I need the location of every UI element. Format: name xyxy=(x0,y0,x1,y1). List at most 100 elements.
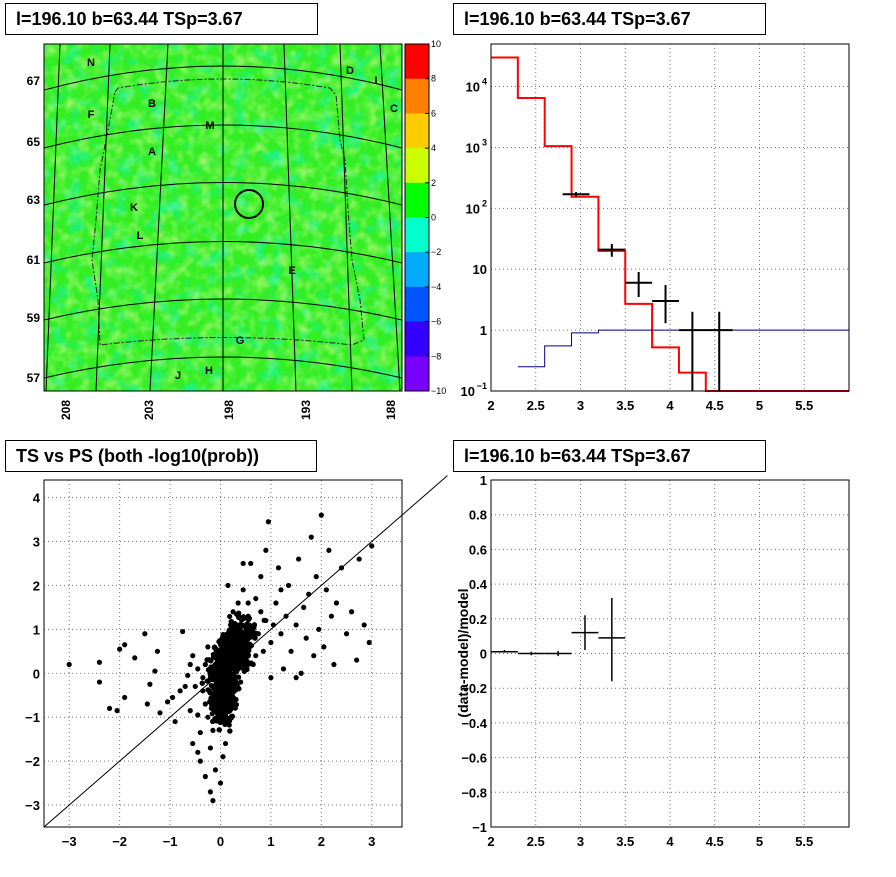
scatter-point xyxy=(318,512,324,518)
map-field-label: A xyxy=(148,146,156,158)
spectrum-x-ticks: 2 2.5 3 3.5 4 4.5 5 5.5 xyxy=(487,398,813,413)
spectrum-grid xyxy=(491,44,849,391)
scatter-point xyxy=(224,655,230,661)
scatter-point xyxy=(212,692,219,698)
scatter-point xyxy=(207,789,213,795)
scatter-point xyxy=(235,600,241,606)
map-lat-tick-label: 63 xyxy=(27,193,41,207)
scatter-point xyxy=(96,659,103,665)
scatter-point xyxy=(366,639,372,646)
spectrum-y-tick-label: 10 xyxy=(466,80,480,95)
scatter-y-tick-label: 4 xyxy=(33,491,41,506)
map-field-label: F xyxy=(88,109,95,121)
map-frame xyxy=(43,43,403,392)
scatter-point xyxy=(308,534,314,540)
scatter-point xyxy=(172,718,178,725)
scatter-point xyxy=(132,655,138,661)
colorbar-segment xyxy=(405,148,429,184)
scatter-point xyxy=(122,694,128,701)
scatter-point xyxy=(66,661,72,668)
scatter-point xyxy=(233,679,239,685)
spectrum-title: l=196.10 b=63.44 TSp=3.67 xyxy=(453,3,766,35)
residual-y-axis-label: (data-model)/model xyxy=(455,588,471,717)
residual-title: l=196.10 b=63.44 TSp=3.67 xyxy=(453,440,766,472)
scatter-x-tick-label: 0 xyxy=(217,834,224,849)
scatter-point xyxy=(225,631,231,637)
scatter-point xyxy=(217,679,224,685)
spectrum-y-tick-exponent: −1 xyxy=(477,381,487,391)
scatter-point xyxy=(222,701,229,707)
scatter-point xyxy=(212,673,218,679)
colorbar-tick-label: −10 xyxy=(431,386,446,396)
scatter-point xyxy=(96,679,103,685)
scatter-point xyxy=(219,651,225,657)
residual-x-tick-label: 4.5 xyxy=(706,834,724,849)
residual-y-tick-label: 0.4 xyxy=(469,577,488,592)
scatter-point xyxy=(265,519,271,525)
scatter-point xyxy=(223,684,230,691)
scatter-diagonal-line xyxy=(43,475,448,828)
scatter-point xyxy=(361,622,367,628)
scatter-point xyxy=(354,657,360,663)
scatter-y-tick-label: −2 xyxy=(25,754,40,769)
scatter-point xyxy=(205,714,211,720)
scatter-point xyxy=(253,595,259,602)
scatter-points xyxy=(66,512,375,804)
residual-panel: 2 2.5 3 3.5 4 4.5 5 5.5 1 0.8 0.6 0.4 0.2 0 −0.2 −0.4 −… xyxy=(448,436,896,872)
colorbar-segment xyxy=(405,321,429,357)
spectrum-panel: 2 2.5 3 3.5 4 4.5 5 5.5 10 4 10 3 10 2 10 1 10 −1 l=196.… xyxy=(448,0,896,436)
colorbar-tick-label: 10 xyxy=(431,39,441,49)
spectrum-x-tick-label: 4.5 xyxy=(706,398,724,413)
residual-x-ticks: 2 2.5 3 3.5 4 4.5 5 5.5 xyxy=(487,834,813,849)
scatter-point xyxy=(245,600,251,606)
scatter-point xyxy=(180,628,186,635)
residual-y-tick-label: −0.2 xyxy=(461,681,487,696)
scatter-point xyxy=(263,617,269,624)
scatter-point xyxy=(187,708,193,714)
residual-y-tick-label: 1 xyxy=(480,473,487,488)
scatter-point xyxy=(298,670,304,676)
map-lat-tick-label: 65 xyxy=(27,135,41,149)
scatter-point xyxy=(255,631,261,637)
map-lon-tick-label: 203 xyxy=(142,400,156,420)
residual-y-ticks: 1 0.8 0.6 0.4 0.2 0 −0.2 −0.4 −0.6 −0.8 −1 xyxy=(461,473,487,835)
scatter-point xyxy=(263,547,269,553)
residual-x-tick-label: 4 xyxy=(666,834,674,849)
scatter-point xyxy=(236,614,242,620)
scatter-point xyxy=(227,613,233,620)
map-lat-tick-label: 59 xyxy=(27,311,41,325)
scatter-point xyxy=(321,644,327,650)
scatter-point xyxy=(273,600,279,606)
scatter-point xyxy=(195,712,201,718)
scatter-point xyxy=(326,547,332,553)
scatter-point xyxy=(225,582,231,589)
scatter-point xyxy=(236,610,242,616)
colorbar-segment xyxy=(405,252,429,288)
scatter-y-tick-label: 0 xyxy=(33,666,40,681)
scatter-point xyxy=(152,668,158,674)
spectrum-x-tick-label: 3 xyxy=(577,398,584,413)
scatter-point xyxy=(227,728,233,734)
scatter-point xyxy=(220,657,226,663)
map-field-label: L xyxy=(137,230,144,242)
scatter-point xyxy=(316,626,322,632)
scatter-point xyxy=(106,705,113,712)
colorbar-tick-label: 0 xyxy=(431,213,436,223)
residual-y-tick-label: −1 xyxy=(472,820,487,835)
scatter-point xyxy=(348,609,355,615)
residual-y-tick-label: −0.8 xyxy=(461,785,487,800)
scatter-point xyxy=(202,701,208,707)
scatter-point xyxy=(240,587,246,593)
scatter-point xyxy=(225,677,232,683)
residual-svg: 2 2.5 3 3.5 4 4.5 5 5.5 1 0.8 0.6 0.4 0.2 0 −0.2 −0.4 −… xyxy=(455,473,850,849)
map-lon-ticks: 208 203 198 193 188 xyxy=(59,400,398,420)
scatter-point xyxy=(242,634,248,640)
colorbar-tick-label: −2 xyxy=(431,247,441,257)
scatter-point xyxy=(268,639,274,646)
scatter-point xyxy=(275,565,282,571)
scatter-point xyxy=(244,662,250,669)
scatter-point xyxy=(293,675,299,681)
scatter-x-tick-label: −3 xyxy=(62,834,77,849)
scatter-point xyxy=(245,653,251,659)
